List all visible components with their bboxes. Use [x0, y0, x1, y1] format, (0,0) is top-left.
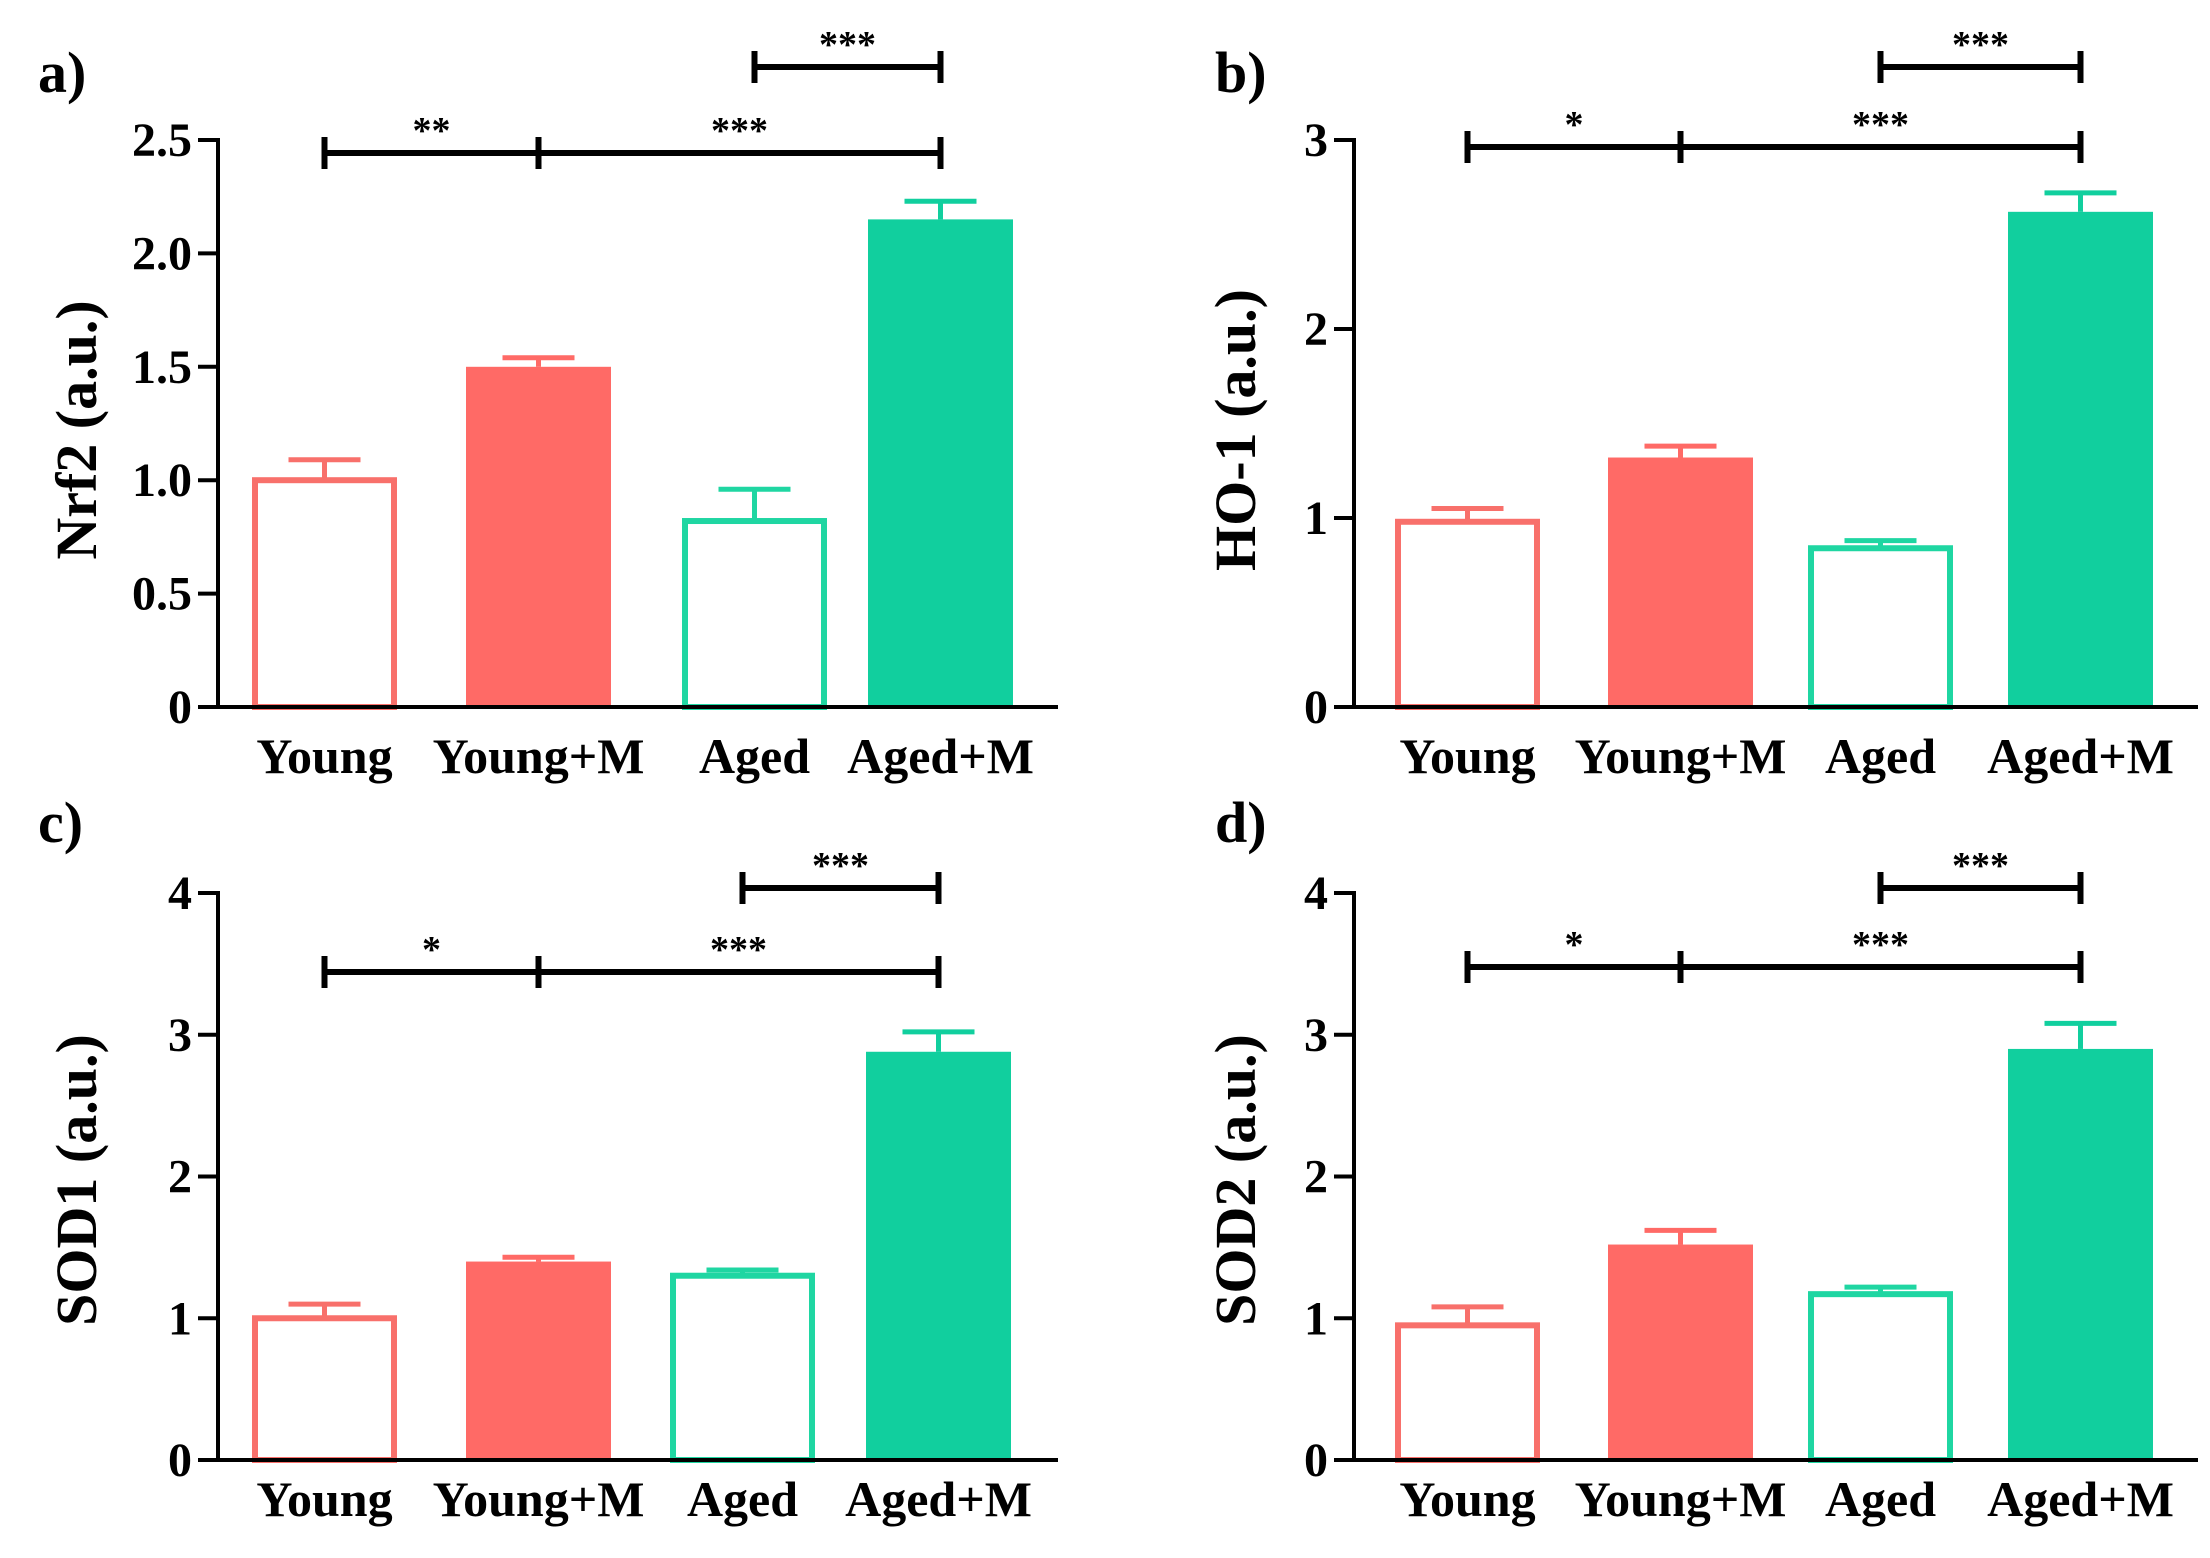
bar: [866, 1051, 1011, 1460]
x-tick-label: Aged: [1825, 1471, 1936, 1527]
bar: [868, 219, 1013, 707]
significance-label: ***: [1852, 104, 1909, 146]
significance-label: ***: [1852, 924, 1909, 966]
significance-label: *: [422, 929, 441, 971]
bar: [1608, 1244, 1753, 1460]
y-tick-label: 0.5: [132, 568, 192, 621]
significance-label: ***: [819, 24, 876, 66]
y-tick-label: 4: [1304, 867, 1328, 920]
panel-label: a): [38, 40, 86, 105]
significance-label: ***: [1952, 845, 2009, 887]
x-tick-label: Aged+M: [1987, 1471, 2174, 1527]
y-tick-label: 2: [1304, 303, 1328, 356]
y-axis-label: HO-1 (a.u.): [1203, 289, 1268, 571]
chart-panel-3: c) SOD1 (a.u.) Young Young+M Aged Aged+M 0 1 2 3 4…: [38, 790, 1058, 1527]
y-tick-label: 3: [168, 1009, 192, 1062]
x-tick-label: Young+M: [433, 728, 645, 784]
panel-label: c): [38, 790, 83, 855]
y-axis-label: Nrf2 (a.u.): [44, 300, 109, 559]
chart-panel-4: d) SOD2 (a.u.) Young Young+M Aged Aged+M 0 1 2 3 4…: [1203, 790, 2198, 1527]
y-tick-label: 0: [1304, 681, 1328, 734]
y-axis-label: SOD1 (a.u.): [44, 1034, 109, 1326]
bar: [1808, 1291, 1953, 1463]
bar: [1608, 457, 1753, 707]
x-tick-label: Young: [1399, 1471, 1535, 1527]
significance-label: *: [1565, 104, 1584, 146]
x-tick-label: Aged: [699, 728, 810, 784]
bar: [1395, 518, 1540, 711]
x-tick-label: Aged: [687, 1471, 798, 1527]
y-tick-label: 2.5: [132, 114, 192, 167]
y-tick-label: 1: [1304, 1292, 1328, 1345]
x-tick-label: Young+M: [1575, 1471, 1787, 1527]
bar: [1395, 1322, 1540, 1464]
significance-label: ***: [1952, 24, 2009, 66]
significance-label: **: [413, 110, 451, 152]
y-tick-label: 2: [1304, 1151, 1328, 1204]
y-tick-label: 0: [168, 681, 192, 734]
chart-panel-2: b) HO-1 (a.u.) Young Young+M Aged Aged+M 0 1 2 3 *…: [1203, 24, 2198, 784]
y-tick-label: 3: [1304, 114, 1328, 167]
significance-label: ***: [711, 110, 768, 152]
y-tick-label: 4: [168, 867, 192, 920]
y-tick-label: 3: [1304, 1009, 1328, 1062]
y-tick-label: 0: [168, 1434, 192, 1487]
y-tick-label: 2: [168, 1151, 192, 1204]
x-tick-label: Young: [256, 728, 392, 784]
x-tick-label: Young+M: [433, 1471, 645, 1527]
bar: [1808, 545, 1953, 710]
bar: [2008, 1048, 2153, 1460]
bar: [670, 1272, 815, 1463]
x-tick-label: Young: [1399, 728, 1535, 784]
chart-panel-1: a) Nrf2 (a.u.) Young Young+M Aged Aged+M 0 0.5 1…: [38, 24, 1058, 784]
bar: [682, 518, 827, 710]
bar: [252, 1315, 397, 1463]
x-tick-label: Young+M: [1575, 728, 1787, 784]
significance-label: *: [1565, 924, 1584, 966]
panel-label: b): [1215, 40, 1267, 105]
x-tick-label: Aged+M: [847, 728, 1034, 784]
panel-label: d): [1215, 790, 1267, 855]
bar: [2008, 211, 2153, 707]
x-tick-label: Young: [256, 1471, 392, 1527]
bar: [466, 366, 611, 707]
significance-label: ***: [710, 929, 767, 971]
significance-label: ***: [812, 845, 869, 887]
y-tick-label: 1: [168, 1292, 192, 1345]
y-tick-label: 2.0: [132, 227, 192, 280]
x-tick-label: Aged: [1825, 728, 1936, 784]
y-tick-label: 1.0: [132, 454, 192, 507]
y-axis-label: SOD2 (a.u.): [1203, 1034, 1268, 1326]
x-tick-label: Aged+M: [845, 1471, 1032, 1527]
y-tick-label: 1.5: [132, 341, 192, 394]
bar: [466, 1261, 611, 1460]
x-tick-label: Aged+M: [1987, 728, 2174, 784]
y-tick-label: 1: [1304, 492, 1328, 545]
y-tick-label: 0: [1304, 1434, 1328, 1487]
bar: [252, 477, 397, 711]
